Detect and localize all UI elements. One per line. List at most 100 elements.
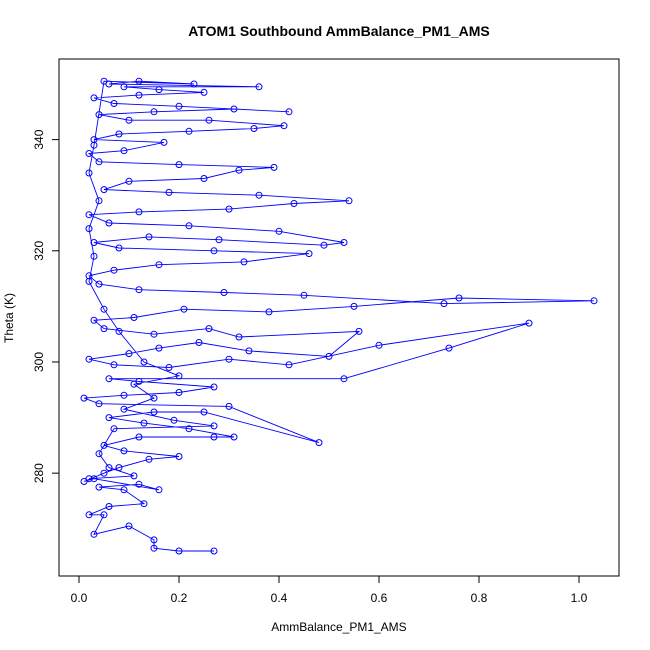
data-point xyxy=(115,244,123,252)
data-point xyxy=(210,547,218,555)
data-point xyxy=(230,105,238,113)
data-point xyxy=(225,402,233,410)
data-point xyxy=(225,355,233,363)
data-point xyxy=(150,330,158,338)
data-point xyxy=(95,158,103,166)
data-point xyxy=(175,161,183,169)
data-point xyxy=(210,422,218,430)
data-point xyxy=(100,186,108,194)
chart-title: ATOM1 Southbound AmmBalance_PM1_AMS xyxy=(188,23,490,39)
data-point xyxy=(175,547,183,555)
data-point xyxy=(90,475,98,483)
data-point xyxy=(95,111,103,119)
data-point xyxy=(140,358,148,366)
data-point xyxy=(120,405,128,413)
data-point xyxy=(200,175,208,182)
x-tick-label: 0.2 xyxy=(171,591,188,605)
y-axis: 280 300 320 340 xyxy=(32,129,60,483)
data-point xyxy=(105,503,113,510)
data-point xyxy=(85,150,93,157)
data-point xyxy=(285,361,293,369)
data-point xyxy=(210,247,218,255)
data-point xyxy=(85,511,93,519)
data-point xyxy=(95,483,103,491)
data-point xyxy=(235,333,243,341)
data-point xyxy=(235,166,243,174)
data-point xyxy=(110,266,118,274)
data-point xyxy=(140,419,148,427)
y-tick-label: 320 xyxy=(32,240,46,260)
data-point xyxy=(175,102,183,110)
x-tick-label: 0.8 xyxy=(471,591,488,605)
data-point xyxy=(85,169,93,177)
data-point xyxy=(95,197,103,205)
data-point xyxy=(440,300,448,308)
y-axis-label: Theta (K) xyxy=(2,293,16,343)
data-point xyxy=(165,188,173,196)
data-point xyxy=(95,450,103,458)
data-point xyxy=(100,305,108,313)
data-point xyxy=(355,327,363,335)
data-point xyxy=(325,352,333,360)
x-tick-label: 0.6 xyxy=(371,591,388,605)
data-point xyxy=(135,91,143,99)
data-point xyxy=(265,308,273,316)
data-point xyxy=(90,239,98,246)
data-point xyxy=(165,364,173,371)
data-point xyxy=(525,319,533,327)
x-tick-label: 0.0 xyxy=(71,591,88,605)
data-point xyxy=(85,475,93,483)
data-point xyxy=(105,464,113,472)
data-point xyxy=(200,408,208,416)
data-point xyxy=(205,325,213,333)
data-point xyxy=(145,455,153,463)
data-point xyxy=(275,227,283,235)
data-point xyxy=(455,294,463,302)
data-point xyxy=(215,236,223,244)
data-point xyxy=(135,433,143,441)
data-point xyxy=(90,316,98,324)
data-point xyxy=(315,439,323,447)
data-point xyxy=(90,94,98,102)
data-point xyxy=(230,433,238,441)
data-point xyxy=(140,500,148,508)
data-point xyxy=(105,219,113,227)
data-point xyxy=(135,480,143,488)
data-point xyxy=(80,394,88,402)
data-point xyxy=(340,375,348,383)
data-point xyxy=(100,325,108,333)
data-point xyxy=(85,277,93,285)
data-point xyxy=(120,447,128,455)
data-point xyxy=(150,408,158,416)
x-tick-label: 1.0 xyxy=(571,591,588,605)
x-axis-label: AmmBalance_PM1_AMS xyxy=(271,620,406,634)
data-point xyxy=(590,297,598,305)
data-point xyxy=(375,341,383,349)
data-point xyxy=(220,289,228,296)
data-point xyxy=(300,291,308,299)
data-point xyxy=(120,83,128,91)
data-point xyxy=(90,530,98,538)
data-point xyxy=(100,77,108,85)
x-tick-label: 0.4 xyxy=(271,591,288,605)
x-axis: 0.0 0.2 0.4 0.6 0.8 1.0 xyxy=(71,575,588,605)
data-point xyxy=(225,205,233,213)
data-point xyxy=(135,286,143,294)
data-point xyxy=(175,453,183,460)
data-point xyxy=(185,127,193,135)
data-point xyxy=(320,241,328,249)
data-point xyxy=(125,116,133,124)
data-point xyxy=(135,77,143,85)
data-point xyxy=(290,200,298,207)
data-point xyxy=(85,211,93,219)
data-point xyxy=(120,147,128,155)
data-point xyxy=(120,486,128,494)
data-point xyxy=(150,394,158,402)
data-point xyxy=(255,191,263,199)
data-point xyxy=(270,163,278,171)
data-point xyxy=(175,372,183,380)
data-point xyxy=(100,441,108,449)
data-point xyxy=(155,86,163,94)
data-point xyxy=(150,536,158,544)
y-tick-label: 280 xyxy=(32,463,46,483)
